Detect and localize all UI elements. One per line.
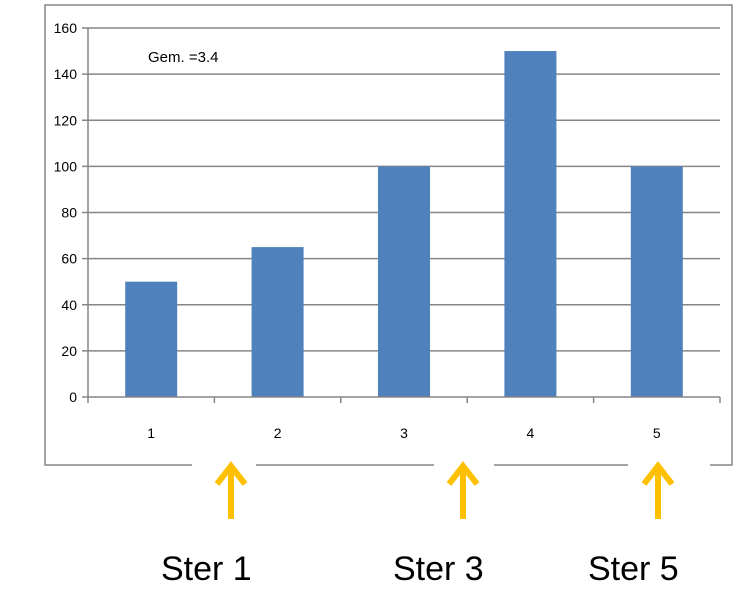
x-tick-labels: 1 2 3 4 5 <box>147 425 661 441</box>
ster-label: Ster 5 <box>588 550 679 589</box>
y-tick-label: 0 <box>69 389 77 405</box>
x-tick-label: 5 <box>653 425 661 441</box>
y-tick-label: 160 <box>54 20 78 36</box>
y-tick-label: 40 <box>61 297 77 313</box>
x-tick-label: 2 <box>274 425 282 441</box>
y-tick-labels: 0 20 40 60 80 100 120 140 160 <box>54 20 78 405</box>
ster-label: Ster 3 <box>393 550 484 589</box>
arrow-markers <box>217 466 672 519</box>
bars <box>125 51 683 397</box>
x-tick-label: 3 <box>400 425 408 441</box>
x-tick-label: 4 <box>527 425 535 441</box>
average-annotation: Gem. =3.4 <box>148 49 218 66</box>
ster-label: Ster 1 <box>161 550 252 589</box>
y-tick-label: 60 <box>61 251 77 267</box>
arrow-up-icon <box>644 466 672 519</box>
bar-1 <box>125 282 177 397</box>
y-tick-label: 120 <box>54 112 78 128</box>
x-tick-label: 1 <box>147 425 155 441</box>
y-tick-label: 80 <box>61 205 77 221</box>
arrow-up-icon <box>449 466 477 519</box>
bar-3 <box>378 166 430 397</box>
y-tick-label: 100 <box>54 158 78 174</box>
y-tick-label: 140 <box>54 66 78 82</box>
bar-4 <box>504 51 556 397</box>
y-tick-label: 20 <box>61 343 77 359</box>
bar-2 <box>252 247 304 397</box>
bar-5 <box>631 166 683 397</box>
arrow-up-icon <box>217 466 245 519</box>
